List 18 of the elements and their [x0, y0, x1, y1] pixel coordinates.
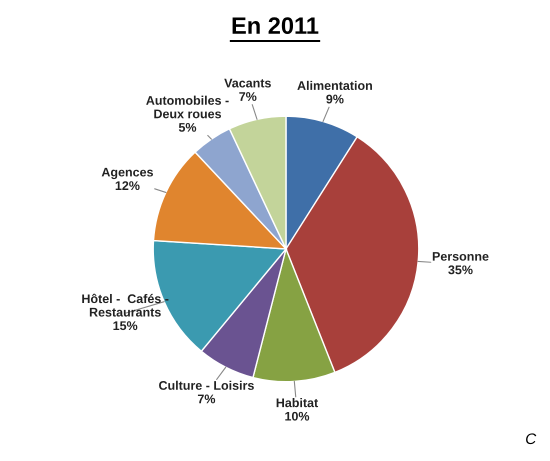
- slice-label: Agences: [102, 168, 153, 180]
- slice-label: Alimentation: [297, 80, 372, 90]
- data-label: 7%: [239, 92, 256, 101]
- slice-label: Habitat: [276, 398, 318, 408]
- slice-label: Hôtel - Cafés - Restaurants: [82, 294, 168, 317]
- text: C: [526, 433, 536, 444]
- data-label: 12%: [116, 181, 140, 190]
- data-label: 5%: [178, 122, 196, 132]
- data-label: 35%: [448, 265, 473, 274]
- data-label: 7%: [198, 394, 216, 404]
- slice-label: Culture - Loisirs: [159, 380, 254, 390]
- data-label: 9%: [326, 94, 344, 104]
- data-label: 10%: [285, 412, 310, 421]
- data-label: 15%: [113, 321, 138, 330]
- chart-title: En 2011: [232, 17, 318, 34]
- slice-label: Personne: [432, 252, 489, 261]
- slice-label: Vacants: [224, 78, 271, 88]
- slice-label: Automobiles - Deux roues: [146, 96, 229, 118]
